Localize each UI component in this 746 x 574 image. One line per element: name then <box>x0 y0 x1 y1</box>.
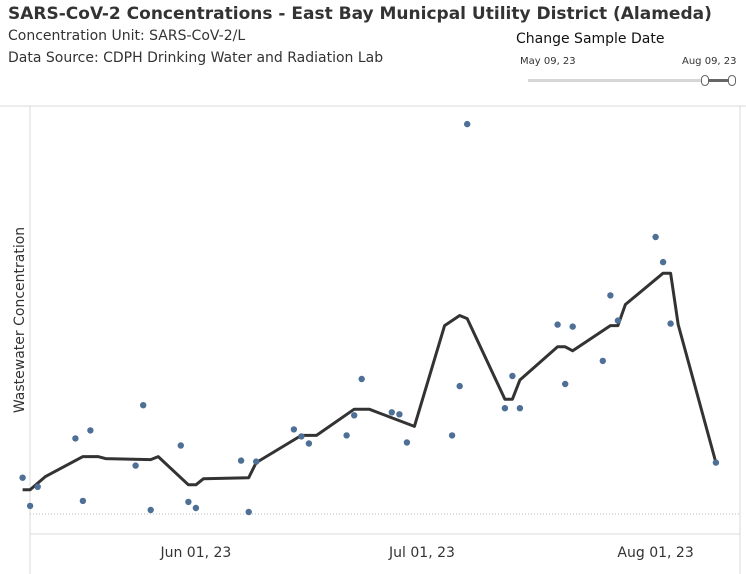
data-point[interactable] <box>388 409 395 416</box>
data-point[interactable] <box>177 442 184 449</box>
data-point[interactable] <box>509 372 516 380</box>
x-tick-label: Jun 01, 23 <box>159 545 231 561</box>
data-point[interactable] <box>132 462 139 469</box>
data-point[interactable] <box>237 457 245 464</box>
data-point[interactable] <box>343 432 350 439</box>
date-slider-start-handle[interactable] <box>701 75 709 86</box>
data-point[interactable] <box>245 508 252 516</box>
data-point[interactable] <box>659 258 667 266</box>
data-point[interactable] <box>554 321 561 328</box>
data-point[interactable] <box>456 382 463 390</box>
data-point[interactable] <box>712 459 720 466</box>
date-slider-selected-range[interactable] <box>708 79 730 82</box>
trend-line <box>22 271 718 492</box>
data-point[interactable] <box>448 432 456 439</box>
date-filter-max-label: Aug 09, 23 <box>682 56 737 67</box>
data-point[interactable] <box>185 498 192 506</box>
data-point[interactable] <box>652 233 659 241</box>
data-point[interactable] <box>599 357 606 365</box>
date-filter-title: Change Sample Date <box>516 31 665 47</box>
date-slider-track[interactable] <box>528 79 736 82</box>
data-point[interactable] <box>34 483 41 490</box>
data-point[interactable] <box>140 402 147 409</box>
data-point[interactable] <box>72 435 79 442</box>
data-point[interactable] <box>607 292 614 299</box>
data-point[interactable] <box>147 506 154 514</box>
data-point[interactable] <box>569 323 576 330</box>
data-point[interactable] <box>253 458 260 465</box>
data-point[interactable] <box>79 497 87 505</box>
data-source-label: Data Source: CDPH Drinking Water and Rad… <box>8 50 384 66</box>
data-point[interactable] <box>403 439 411 446</box>
data-point[interactable] <box>614 317 622 324</box>
date-slider-end-handle[interactable] <box>728 75 736 86</box>
data-point[interactable] <box>396 411 403 418</box>
data-point[interactable] <box>26 502 34 510</box>
date-filter-min-label: May 09, 23 <box>520 56 576 67</box>
data-point[interactable] <box>667 320 674 327</box>
x-tick-label: Jul 01, 23 <box>388 545 455 561</box>
x-tick-label: Aug 01, 23 <box>617 545 693 561</box>
data-point[interactable] <box>305 440 313 447</box>
concentration-unit-label: Concentration Unit: SARS-CoV-2/L <box>8 28 246 44</box>
data-point[interactable] <box>358 375 365 383</box>
data-point[interactable] <box>516 405 524 412</box>
data-point[interactable] <box>290 426 298 433</box>
data-point[interactable] <box>562 380 569 388</box>
chart-title: SARS-CoV-2 Concentrations - East Bay Mun… <box>8 4 712 24</box>
data-point[interactable] <box>19 474 26 481</box>
data-point[interactable] <box>298 433 305 440</box>
data-point[interactable] <box>501 405 509 412</box>
data-point[interactable] <box>351 412 358 419</box>
data-point[interactable] <box>192 504 200 512</box>
y-axis-label: Wastewater Concentration <box>12 227 28 413</box>
data-point[interactable] <box>87 427 94 434</box>
data-point[interactable] <box>464 120 471 128</box>
